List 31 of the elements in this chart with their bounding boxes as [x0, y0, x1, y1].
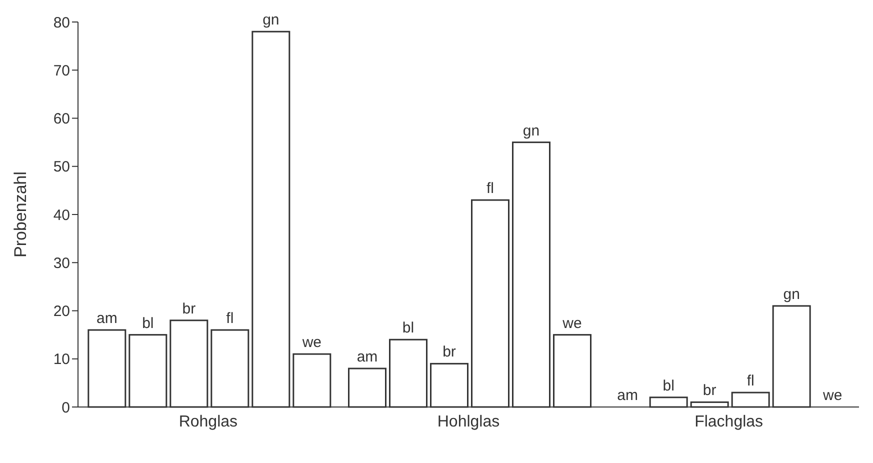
series-label: gn — [522, 122, 540, 140]
text: we — [562, 314, 582, 332]
y-tick-label: 40 — [53, 206, 70, 224]
text: am — [356, 348, 378, 366]
text: am — [617, 387, 638, 404]
y-tick-label: 20 — [53, 303, 70, 320]
text: gn — [783, 286, 800, 303]
series-label: br — [182, 300, 196, 318]
text: we — [822, 387, 842, 404]
text: bl — [662, 377, 674, 394]
y-tick-label: 10 — [53, 351, 70, 368]
y-tick-label: 70 — [53, 62, 70, 80]
y-tick-label: 0 — [62, 399, 70, 416]
x-tick-label: Hohlglas — [437, 413, 500, 430]
series-label: bl — [142, 314, 154, 332]
text: fl — [746, 372, 754, 390]
text: bl — [402, 320, 414, 337]
y-tick-label: 30 — [53, 254, 70, 272]
series-label: we — [301, 334, 322, 352]
y-tick-label: 50 — [53, 158, 70, 176]
text: fl — [226, 310, 234, 327]
series-label: am — [96, 310, 118, 327]
text: br — [702, 382, 716, 400]
x-tick-label: Flachglas — [694, 413, 764, 430]
series-label: fl — [486, 180, 494, 198]
y-tick-label: 80 — [53, 14, 70, 32]
text: br — [442, 344, 456, 361]
text: gn — [262, 12, 280, 29]
x-tick-label: Rohglas — [178, 413, 238, 430]
y-tick-label: 60 — [53, 110, 70, 128]
y-axis-title: Probenzahl — [11, 171, 30, 258]
